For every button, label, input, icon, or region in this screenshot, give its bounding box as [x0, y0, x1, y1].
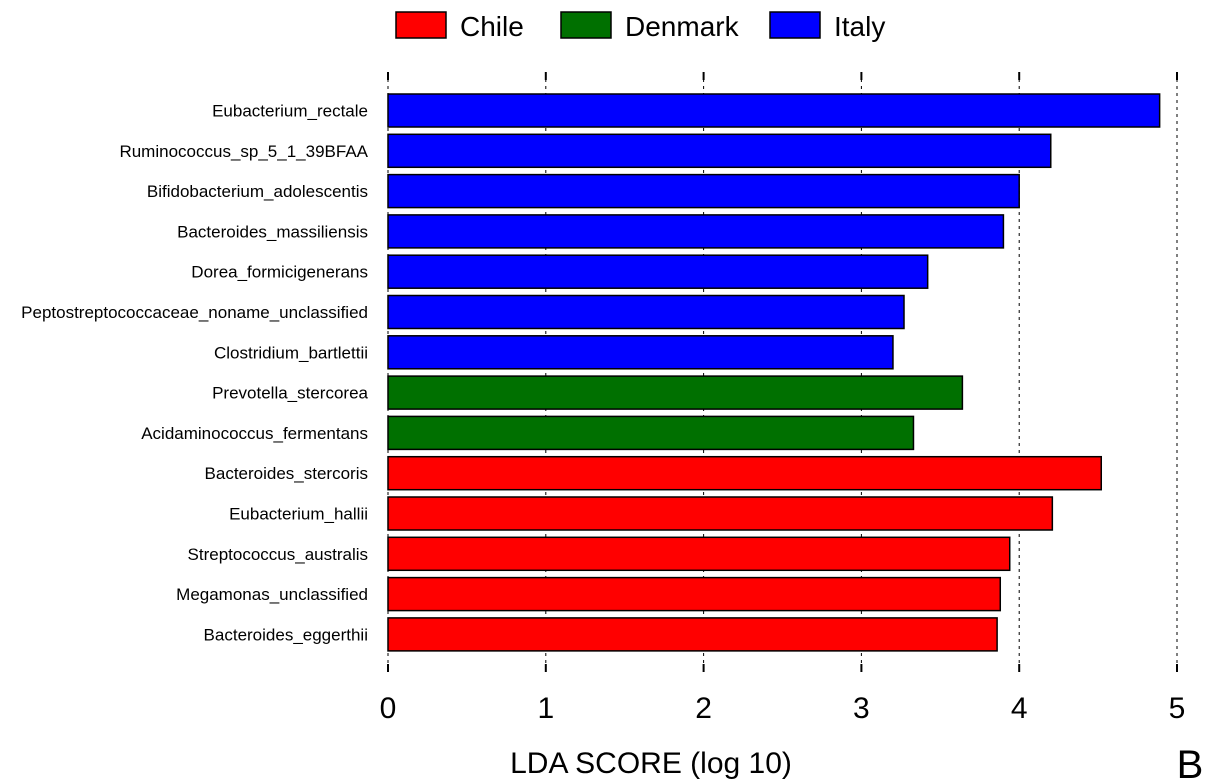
category-label-eubacterium-hallii: Eubacterium_hallii: [229, 505, 368, 524]
x-tick-label-1: 1: [537, 692, 554, 725]
bar-bacteroides-stercoris: [387, 455, 1103, 491]
category-label-megamonas-unclassified: Megamonas_unclassified: [176, 585, 368, 604]
bar-bacteroides-eggerthii: [387, 617, 998, 652]
category-label-prevotella-stercorea: Prevotella_stercorea: [212, 384, 368, 403]
bar-dorea-formicigenerans: [387, 254, 929, 289]
x-axis: 0 1 2 3 4 5: [380, 72, 1186, 725]
legend-swatch-denmark: [560, 11, 612, 39]
x-tick-label-4: 4: [1011, 692, 1028, 725]
legend-label-italy: Italy: [834, 11, 885, 42]
category-label-eubacterium-rectale: Eubacterium_rectale: [212, 102, 368, 121]
legend: Chile Denmark Italy: [395, 11, 885, 42]
bar-streptococcus-australis: [387, 536, 1011, 572]
category-label-dorea-formicigenerans: Dorea_formicigenerans: [191, 263, 368, 282]
bar-ruminococcus-sp-5-1-39bfaa: [387, 133, 1052, 169]
panel-label: B: [1177, 743, 1204, 784]
legend-label-denmark: Denmark: [625, 11, 740, 42]
bar-eubacterium-hallii: [387, 496, 1054, 531]
bar-eubacterium-rectale: [387, 93, 1161, 128]
x-tick-label-0: 0: [380, 692, 397, 725]
category-label-clostridium-bartlettii: Clostridium_bartlettii: [214, 343, 368, 362]
bar-acidaminococcus-fermentans: [387, 415, 915, 451]
legend-label-chile: Chile: [460, 11, 524, 42]
bar-clostridium-bartlettii: [387, 335, 894, 370]
x-axis-title: LDA SCORE (log 10): [510, 747, 792, 780]
bar-bacteroides-massiliensis: [387, 214, 1005, 249]
category-label-bifidobacterium-adolescentis: Bifidobacterium_adolescentis: [147, 182, 368, 201]
bars: [387, 93, 1161, 652]
bar-bifidobacterium-adolescentis: [387, 173, 1020, 209]
category-label-bacteroides-eggerthii: Bacteroides_eggerthii: [204, 625, 368, 644]
category-label-bacteroides-massiliensis: Bacteroides_massiliensis: [177, 222, 368, 241]
category-label-peptostreptococcaceae-noname-unclassified: Peptostreptococcaceae_noname_unclassifie…: [21, 303, 368, 322]
bar-peptostreptococcaceae-noname-unclassified: [387, 294, 905, 330]
x-tick-label-3: 3: [853, 692, 870, 725]
bar-prevotella-stercorea: [387, 375, 964, 410]
bar-megamonas-unclassified: [387, 576, 1002, 612]
category-labels: Eubacterium_rectale Ruminococcus_sp_5_1_3…: [21, 102, 369, 645]
legend-swatch-italy: [769, 11, 821, 39]
category-label-bacteroides-stercoris: Bacteroides_stercoris: [205, 464, 368, 483]
category-label-acidaminococcus-fermentans: Acidaminococcus_fermentans: [141, 424, 368, 443]
x-tick-label-2: 2: [695, 692, 712, 725]
x-tick-label-5: 5: [1169, 692, 1186, 725]
category-label-ruminococcus-sp-5-1-39bfaa: Ruminococcus_sp_5_1_39BFAA: [119, 142, 368, 161]
grid-lines: [387, 72, 1178, 672]
legend-swatch-chile: [395, 11, 447, 39]
category-label-streptococcus-australis: Streptococcus_australis: [188, 545, 368, 564]
